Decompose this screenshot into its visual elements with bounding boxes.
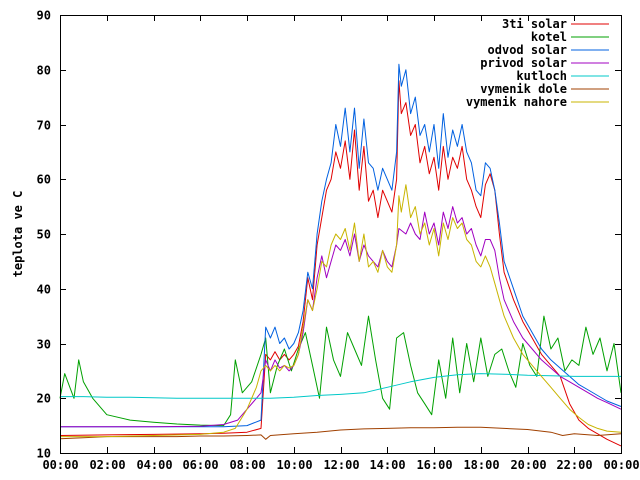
legend-label-0: 3ti solar (502, 17, 567, 31)
y-tick-label-4: 50 (37, 228, 51, 242)
x-tick-label-8: 16:00 (416, 458, 452, 472)
y-tick-label-8: 90 (37, 9, 51, 23)
x-tick-label-6: 12:00 (323, 458, 359, 472)
legend-label-5: vymenik dole (480, 82, 567, 96)
series-layer (59, 63, 622, 447)
y-tick-label-1: 20 (37, 392, 51, 406)
x-tick-label-7: 14:00 (369, 458, 405, 472)
y-tick-label-5: 60 (37, 173, 51, 187)
series-line-2 (60, 63, 622, 428)
x-tick-label-2: 04:00 (136, 458, 172, 472)
legend-label-2: odvod solar (488, 43, 567, 57)
series-line-3 (60, 206, 622, 428)
y-tick-label-7: 80 (37, 64, 51, 78)
series-line-1 (59, 315, 622, 427)
y-axis-title: teplota ve C (11, 191, 25, 278)
x-tick-label-4: 08:00 (229, 458, 265, 472)
x-tick-label-0: 00:00 (42, 458, 78, 472)
y-tick-label-3: 40 (37, 283, 51, 297)
x-tick-label-11: 22:00 (556, 458, 592, 472)
series-line-0 (59, 80, 622, 447)
legend-label-1: kotel (531, 30, 567, 44)
y-tick-label-6: 70 (37, 119, 51, 133)
series-line-5 (59, 426, 622, 440)
x-tick-label-5: 10:00 (276, 458, 312, 472)
x-tick-label-12: 00:00 (603, 458, 639, 472)
x-tick-label-10: 20:00 (510, 458, 546, 472)
x-tick-label-1: 02:00 (89, 458, 125, 472)
x-tick-label-3: 06:00 (182, 458, 218, 472)
y-tick-label-2: 30 (37, 338, 51, 352)
legend-label-4: kutloch (516, 69, 567, 83)
x-tick-label-9: 18:00 (463, 458, 499, 472)
y-tick-label-0: 10 (37, 447, 51, 461)
legend-label-6: vymenik nahore (466, 95, 567, 109)
series-line-4 (60, 373, 621, 399)
ticks-layer: 10 20 30 40 50 60 70 80 90 00:00 02:00 04:00 06:00 08… (37, 9, 640, 473)
legend-label-3: privod solar (480, 56, 567, 70)
series-line-6 (60, 184, 622, 438)
